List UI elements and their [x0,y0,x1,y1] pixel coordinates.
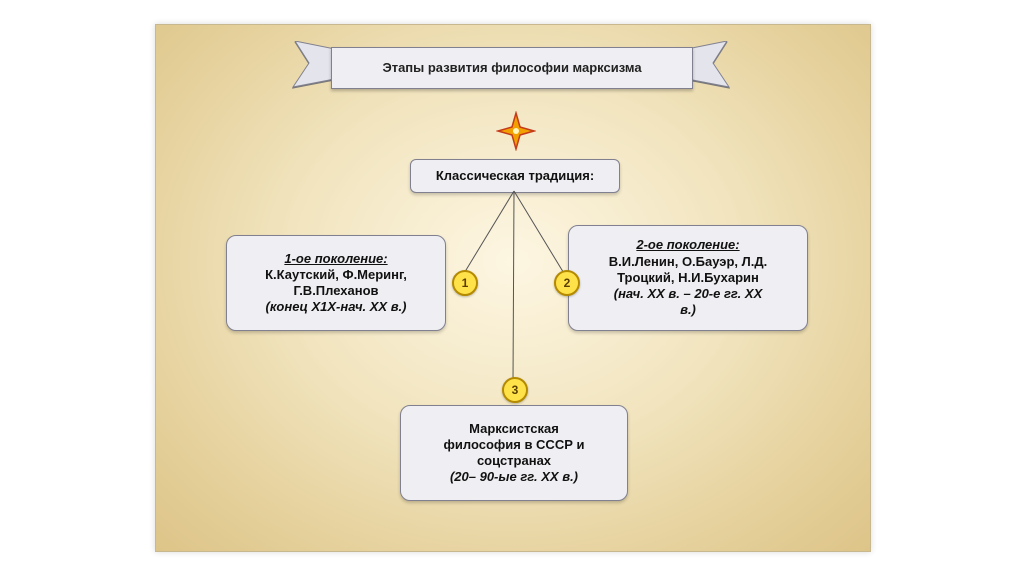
node3-line2: философия в СССР и [443,437,584,453]
node-ussr: Марксистская философия в СССР и соцстран… [400,405,628,501]
node-generation-1: 1-ое поколение: К.Каутский, Ф.Меринг, Г.… [226,235,446,331]
node3-period: (20– 90-ые гг. ХХ в.) [450,469,578,485]
node2-header: 2-ое поколение: [636,237,739,253]
node1-line2: Г.В.Плеханов [293,283,378,299]
star-icon [496,111,536,151]
subtitle-box: Классическая традиция: [410,159,620,193]
slide-canvas: Этапы развития философии марксизма Класс… [155,24,871,552]
page-background: Этапы развития философии марксизма Класс… [0,0,1024,574]
node2-period-b: в.) [680,302,696,318]
number-marker-3: 3 [502,377,528,403]
node2-line1: В.И.Ленин, О.Бауэр, Л.Д. [609,254,768,270]
node1-header: 1-ое поколение: [284,251,387,267]
number-marker-2: 2 [554,270,580,296]
title-text: Этапы развития философии марксизма [331,47,693,89]
node1-period: (конец Х1Х-нач. ХХ в.) [266,299,407,315]
node1-line1: К.Каутский, Ф.Меринг, [265,267,407,283]
node2-line2: Троцкий, Н.И.Бухарин [617,270,759,286]
node3-line1: Марксистская [469,421,559,437]
node2-period-a: (нач. ХХ в. – 20-е гг. ХХ [614,286,763,302]
number-marker-1: 1 [452,270,478,296]
node-generation-2: 2-ое поколение: В.И.Ленин, О.Бауэр, Л.Д.… [568,225,808,331]
title-banner: Этапы развития философии марксизма [331,47,691,93]
node3-line3: соцстранах [477,453,551,469]
